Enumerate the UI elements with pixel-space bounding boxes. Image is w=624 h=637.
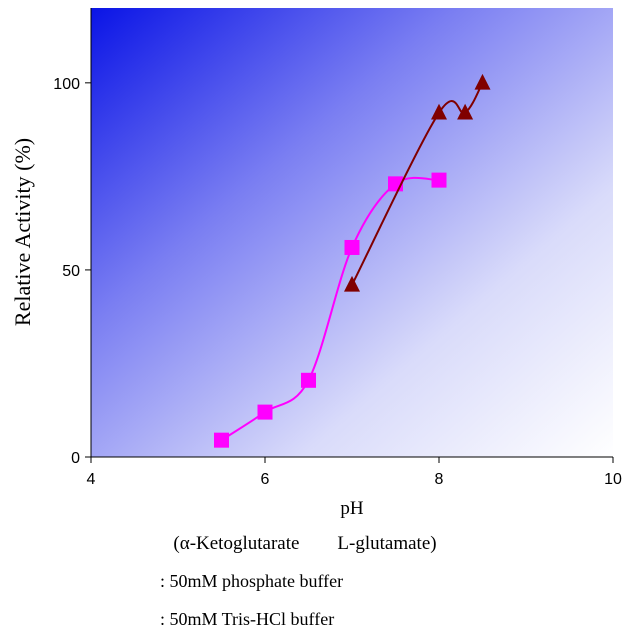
series-0-point-0 <box>214 432 229 448</box>
x-axis-label: pH <box>340 498 364 519</box>
x-tick-label-1: 6 <box>261 471 270 488</box>
chart-subtitle: (α-Ketoglutarate L-glutamate) <box>173 533 436 554</box>
legend-label-tris: : 50mM Tris-HCl buffer <box>160 609 335 629</box>
series-0-point-2 <box>301 372 316 388</box>
series-1-point-1 <box>431 103 447 120</box>
y-tick-label-1: 50 <box>62 263 80 280</box>
x-tick-label-0: 4 <box>87 471 96 488</box>
series-layer <box>214 73 491 448</box>
y-tick-label-2: 100 <box>53 76 80 93</box>
legend-label-phosphate: : 50mM phosphate buffer <box>160 571 344 591</box>
series-0-point-5 <box>431 172 447 188</box>
series-0-point-1 <box>257 404 273 420</box>
x-tick-label-2: 8 <box>435 471 444 488</box>
x-tick-label-3: 10 <box>604 471 622 488</box>
series-1-point-0 <box>344 275 360 292</box>
legend-item-tris: : 50mM Tris-HCl buffer <box>160 609 334 630</box>
plot-background <box>91 8 613 457</box>
y-tick-label-0: 0 <box>71 450 80 467</box>
series-1 <box>344 73 491 292</box>
series-1-line <box>351 82 484 286</box>
series-0-point-3 <box>344 239 360 255</box>
series-1-point-2 <box>457 103 474 120</box>
series-1-point-3 <box>474 73 491 90</box>
legend-item-phosphate: : 50mM phosphate buffer <box>160 571 343 592</box>
y-axis-label: Relative Activity (%) <box>10 138 35 326</box>
